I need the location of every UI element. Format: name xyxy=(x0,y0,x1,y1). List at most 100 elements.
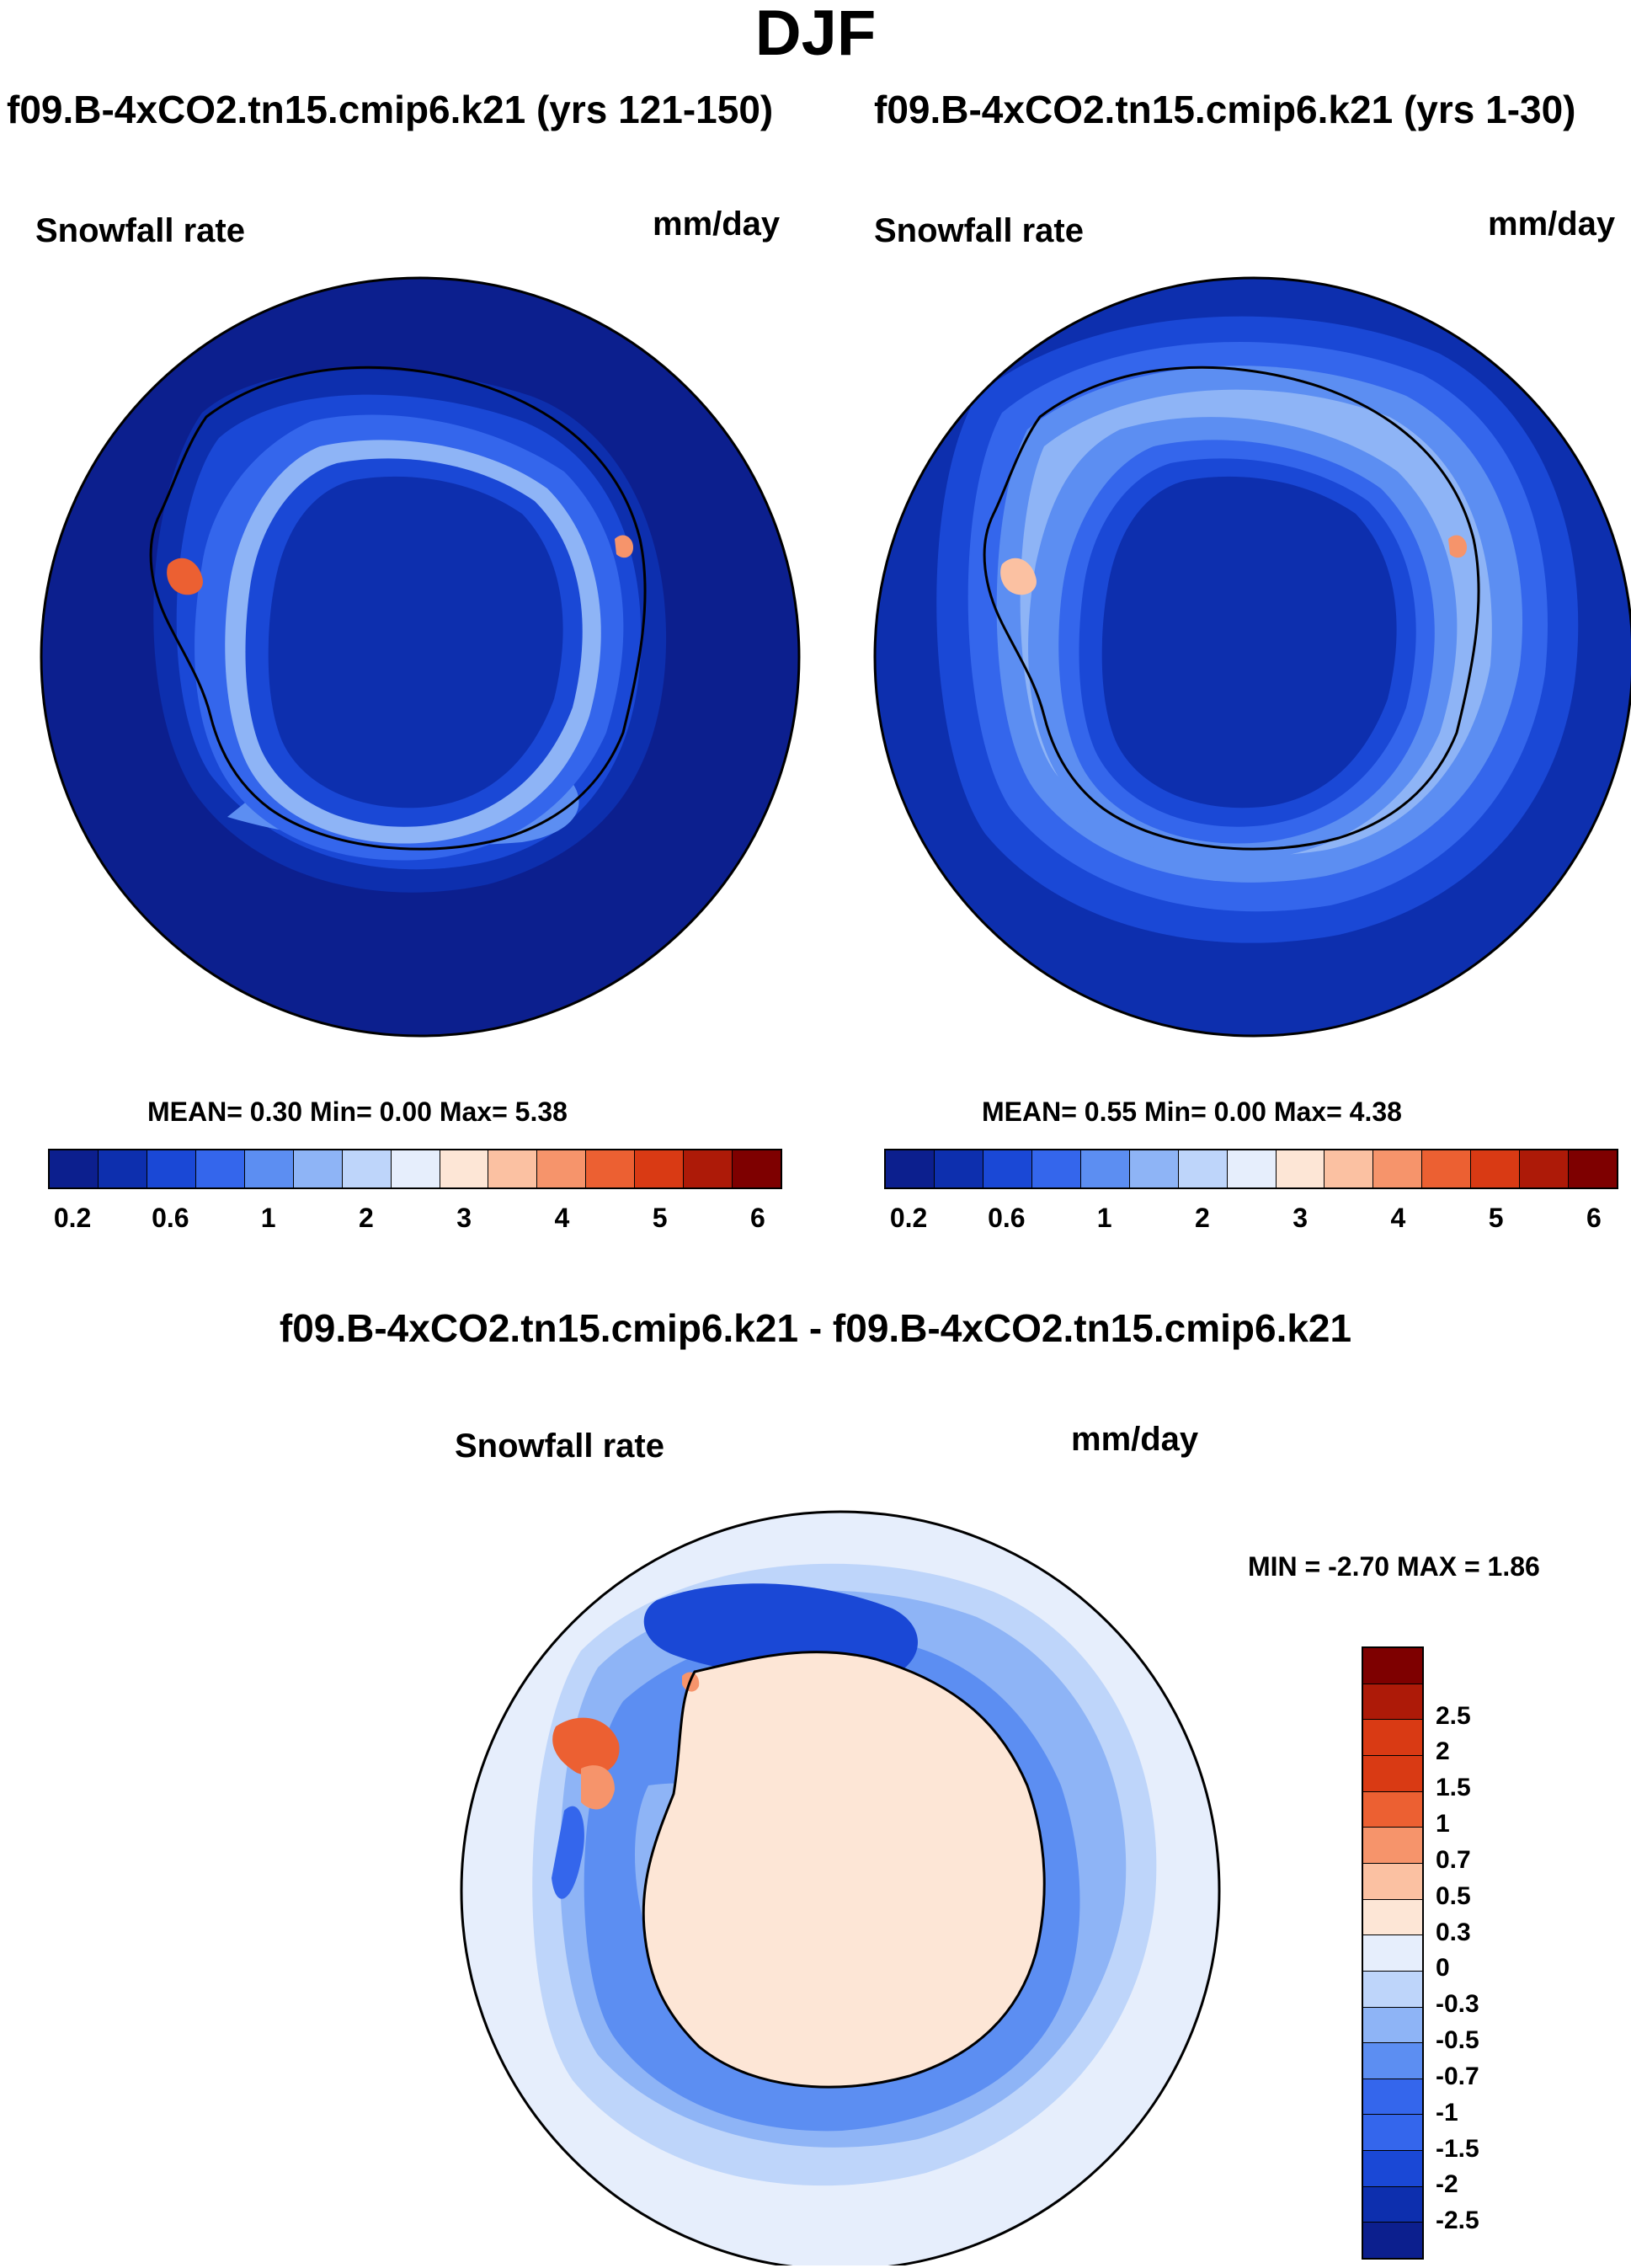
colorbar-box xyxy=(983,1150,1032,1187)
panel1-interior xyxy=(268,476,563,808)
panel1-coastline xyxy=(149,366,647,851)
panel2-min-value: 0.00 xyxy=(1213,1097,1266,1127)
colorbar-tick-label: -1 xyxy=(1436,2098,1458,2127)
colorbar-box xyxy=(1363,2114,1422,2151)
colorbar-box xyxy=(440,1150,489,1187)
panel2-units: mm/day xyxy=(1488,205,1616,243)
colorbar-box xyxy=(147,1150,196,1187)
colorbar-box xyxy=(1276,1150,1325,1187)
panel2-coast-max xyxy=(1448,535,1467,558)
colorbar-tick-label: 1.5 xyxy=(1436,1774,1471,1802)
colorbar-tick-label: -0.3 xyxy=(1436,1990,1479,2019)
panel2-max-value: 4.38 xyxy=(1349,1097,1402,1127)
colorbar-tick-label: 5 xyxy=(1488,1203,1504,1233)
colorbar-box xyxy=(1363,1683,1422,1720)
panel3-colorbar-ticks: -2.5 -2 -1.5 -1 -0.7 -0.5 -0.3 0 0.3 0.5 0.7 1 1.5 2 2… xyxy=(1436,1646,1537,2260)
colorbar-tick-label: 0 xyxy=(1436,1954,1450,1982)
panel1-max-label: Max= xyxy=(439,1097,508,1127)
panel3-min-label: MIN = xyxy=(1248,1551,1321,1582)
colorbar-box xyxy=(1363,1719,1422,1756)
panel2-mean-label: MEAN= xyxy=(982,1097,1077,1127)
panel3-colorbar xyxy=(1362,1646,1424,2260)
panel1-min-label: Min= xyxy=(309,1097,372,1127)
colorbar-box xyxy=(488,1150,538,1187)
panel2-mean-value: 0.55 xyxy=(1084,1097,1138,1127)
colorbar-box xyxy=(1363,1790,1422,1828)
colorbar-box xyxy=(1363,1827,1422,1863)
colorbar-tick-label: 6 xyxy=(1586,1203,1602,1233)
panel3-continent xyxy=(643,1652,1045,2088)
panel1-max-value: 5.38 xyxy=(514,1097,568,1127)
colorbar-box xyxy=(391,1150,440,1187)
colorbar-tick-label: -2 xyxy=(1436,2170,1458,2199)
panel1-title: f09.B-4xCO2.tn15.cmip6.k21 (yrs 121-150) xyxy=(7,88,774,131)
colorbar-box xyxy=(1325,1150,1374,1187)
panel3-max-value: 1.86 xyxy=(1487,1551,1540,1582)
colorbar-box xyxy=(1363,1934,1422,1971)
colorbar-box xyxy=(1227,1150,1277,1187)
colorbar-tick-label: 4 xyxy=(1390,1203,1406,1233)
panel1-mean-label: MEAN= xyxy=(147,1097,243,1127)
colorbar-box xyxy=(1363,2042,1422,2079)
panel2-colorbar-ticks: 0.2 0.6 1 2 3 4 5 6 xyxy=(884,1203,1618,1236)
colorbar-box xyxy=(1363,2222,1422,2258)
colorbar-tick-label: 3 xyxy=(456,1203,472,1233)
colorbar-tick-label: 0.6 xyxy=(988,1203,1026,1233)
colorbar-box xyxy=(1363,1970,1422,2007)
colorbar-tick-label: 3 xyxy=(1293,1203,1309,1233)
colorbar-box xyxy=(586,1150,636,1187)
colorbar-tick-label: 2 xyxy=(358,1203,374,1233)
colorbar-box xyxy=(1363,1898,1422,1935)
panel1-variable: Snowfall rate xyxy=(35,212,245,249)
colorbar-box xyxy=(342,1150,392,1187)
panel2-max-label: Max= xyxy=(1273,1097,1342,1127)
panel2-coastline xyxy=(983,366,1480,851)
panel3-map-border xyxy=(460,1510,1221,2265)
colorbar-box xyxy=(684,1150,733,1187)
colorbar-tick-label: 5 xyxy=(652,1203,668,1233)
panel1-colorbar-ticks: 0.2 0.6 1 2 3 4 5 6 xyxy=(48,1203,782,1236)
panel3-min-value: -2.70 xyxy=(1328,1551,1390,1582)
panel3-max-label: MAX = xyxy=(1396,1551,1480,1582)
panel1-map xyxy=(40,276,801,1038)
colorbar-tick-label: 2.5 xyxy=(1436,1701,1471,1730)
panel3-stats: MIN = -2.70 MAX = 1.86 xyxy=(1248,1551,1540,1582)
colorbar-tick-label: 0.6 xyxy=(152,1203,189,1233)
panel1-units: mm/day xyxy=(653,205,781,243)
colorbar-tick-label: 6 xyxy=(750,1203,765,1233)
colorbar-tick-label: 1 xyxy=(1096,1203,1112,1233)
colorbar-tick-label: 0.2 xyxy=(53,1203,92,1233)
colorbar-box xyxy=(886,1150,935,1187)
panel3-neg-west xyxy=(552,1806,584,1899)
panel3-peninsula-max-2 xyxy=(581,1765,615,1810)
colorbar-box xyxy=(1373,1150,1423,1187)
colorbar-box xyxy=(1363,2078,1422,2115)
figure-title: DJF xyxy=(754,0,877,69)
colorbar-box xyxy=(1422,1150,1472,1187)
colorbar-box xyxy=(1031,1150,1081,1187)
colorbar-box xyxy=(1363,2006,1422,2043)
panel2-min-label: Min= xyxy=(1143,1097,1207,1127)
colorbar-box xyxy=(537,1150,587,1187)
colorbar-tick-label: 0.3 xyxy=(1436,1918,1471,1946)
colorbar-box xyxy=(244,1150,294,1187)
colorbar-tick-label: 2 xyxy=(1436,1737,1450,1766)
colorbar-tick-label: 4 xyxy=(554,1203,570,1233)
colorbar-tick-label: 1 xyxy=(260,1203,276,1233)
colorbar-box xyxy=(1569,1150,1618,1187)
panel1-stats: MEAN= 0.30 Min= 0.00 Max= 5.38 xyxy=(147,1097,568,1128)
colorbar-tick-label: 0.7 xyxy=(1436,1845,1471,1874)
panel1-map-border xyxy=(40,276,801,1038)
colorbar-box xyxy=(1520,1150,1570,1187)
colorbar-box xyxy=(1363,1755,1422,1791)
colorbar-box xyxy=(733,1150,781,1187)
panel3-variable: Snowfall rate xyxy=(455,1428,664,1465)
colorbar-box xyxy=(1178,1150,1228,1187)
colorbar-box xyxy=(50,1150,99,1187)
colorbar-tick-label: 2 xyxy=(1194,1203,1210,1233)
colorbar-box xyxy=(1471,1150,1521,1187)
colorbar-tick-label: 0.5 xyxy=(1436,1881,1471,1910)
colorbar-box xyxy=(1363,2185,1422,2223)
panel2-title: f09.B-4xCO2.tn15.cmip6.k21 (yrs 1-30) xyxy=(874,88,1576,131)
colorbar-tick-label: -0.7 xyxy=(1436,2062,1479,2090)
